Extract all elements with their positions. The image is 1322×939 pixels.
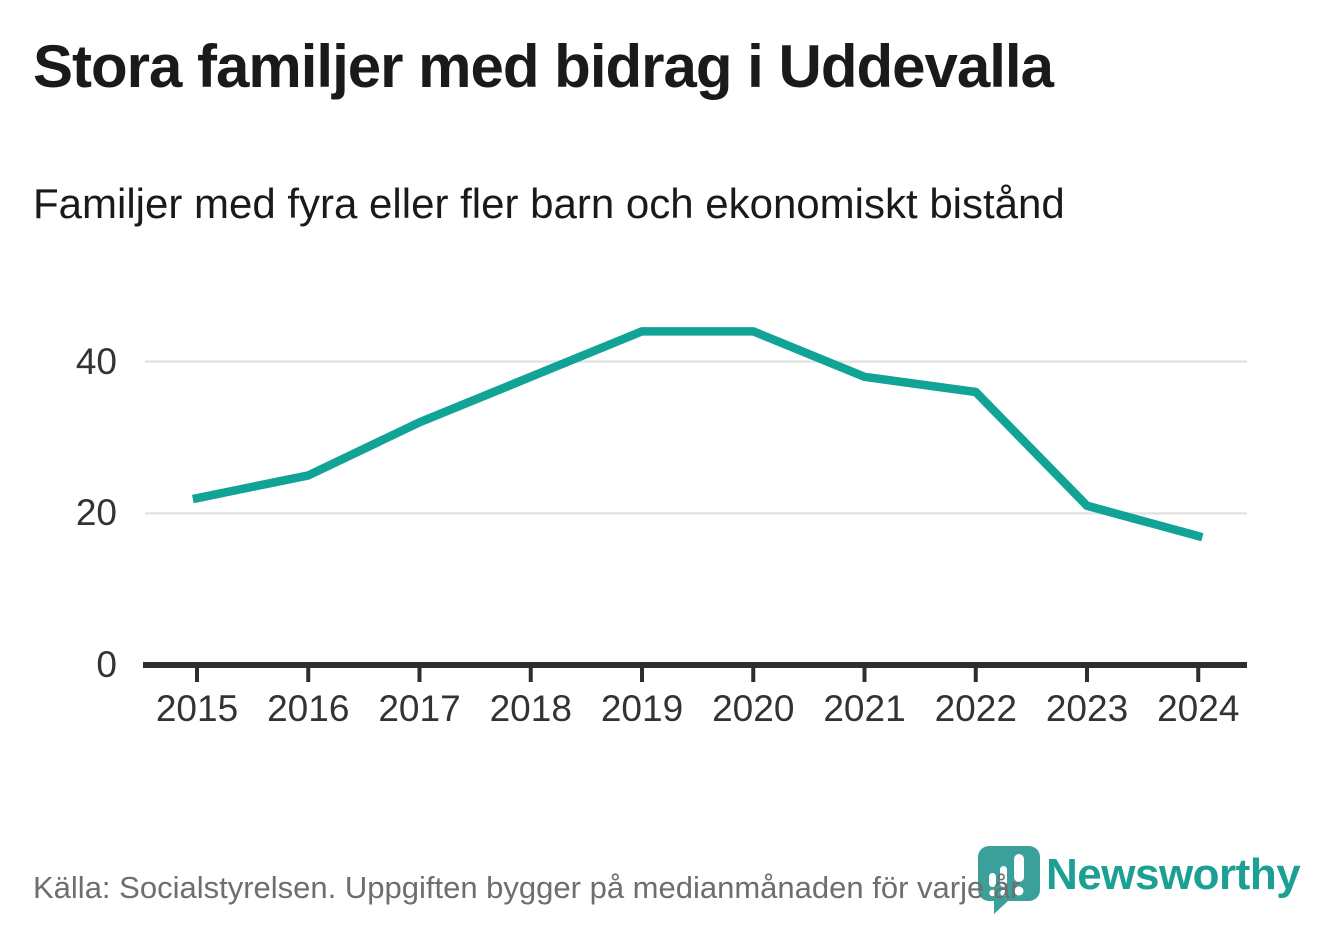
x-tick-label: 2023 [1045, 688, 1129, 729]
y-tick-label: 20 [75, 492, 117, 534]
y-tick-label: 0 [96, 644, 117, 685]
x-tick-label: 2015 [155, 688, 239, 729]
x-tick-label: 2016 [267, 688, 350, 729]
x-tick-label: 2021 [823, 688, 906, 729]
source-note: Källa: Socialstyrelsen. Uppgiften bygger… [33, 870, 1021, 905]
x-tick-label: 2018 [489, 688, 572, 729]
data-line [191, 327, 1204, 542]
y-tick-label: 40 [75, 340, 117, 382]
newsworthy-logo: Newsworthy [978, 844, 1308, 924]
page-title: Stora familjer med bidrag i Uddevalla [33, 33, 1054, 100]
newsworthy-wordmark: Newsworthy [1046, 850, 1301, 899]
chart-subtitle: Familjer med fyra eller fler barn och ek… [33, 180, 1065, 227]
x-tick-label: 2017 [378, 688, 461, 729]
x-tick-label: 2022 [934, 688, 1017, 729]
x-tick-label: 2024 [1157, 688, 1240, 729]
x-tick-label: 2020 [712, 688, 795, 729]
x-tick-label: 2019 [600, 688, 684, 729]
newsworthy-pin-barchart-icon [978, 846, 1040, 914]
